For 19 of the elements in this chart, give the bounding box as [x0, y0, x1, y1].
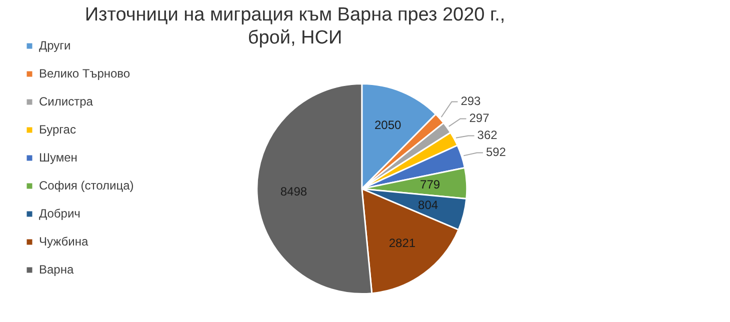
data-label: 2050: [374, 118, 402, 132]
data-label: 362: [477, 128, 498, 142]
chart-title: Източници на миграция към Варна през 2020 г., брой, НСИ: [84, 4, 506, 48]
legend-label: Велико Търново: [39, 66, 130, 80]
legend-label: София (столица): [39, 178, 134, 192]
data-label: 8498: [280, 184, 308, 198]
legend-label: Шумен: [39, 150, 78, 164]
data-label: 779: [420, 177, 440, 192]
legend-label: Бургас: [39, 122, 76, 136]
legend-label: Други: [39, 38, 71, 52]
legend-label: Варна: [39, 262, 74, 276]
legend-label: Чужбина: [39, 234, 88, 248]
data-label: 297: [469, 111, 490, 126]
data-label: 2821: [388, 236, 416, 250]
data-label: 293: [460, 94, 482, 108]
legend-label: Добрич: [39, 206, 80, 220]
data-label: 592: [486, 145, 506, 160]
legend-label: Силистра: [39, 94, 94, 108]
data-label: 804: [418, 198, 438, 212]
